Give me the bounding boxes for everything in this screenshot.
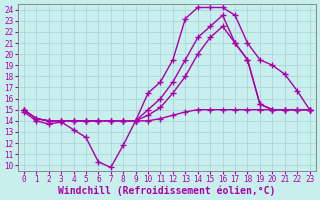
X-axis label: Windchill (Refroidissement éolien,°C): Windchill (Refroidissement éolien,°C)	[58, 185, 276, 196]
